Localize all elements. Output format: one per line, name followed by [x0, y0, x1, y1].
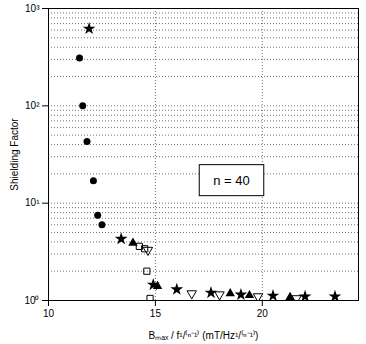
svg-text:10: 10 — [43, 308, 55, 319]
svg-text:10⁰: 10⁰ — [24, 295, 39, 306]
svg-text:20: 20 — [257, 308, 269, 319]
svg-text:10³: 10³ — [25, 3, 40, 14]
svg-text:n = 40: n = 40 — [213, 173, 250, 188]
svg-text:15: 15 — [150, 308, 162, 319]
svg-text:Shielding Factor: Shielding Factor — [9, 118, 20, 191]
svg-text:10¹: 10¹ — [25, 197, 40, 208]
svg-text:Bₘₐₓ / f¹/⁽ⁿ⁻¹⁾ (mT/Hz¹/⁽ⁿ⁻¹⁾): Bₘₐₓ / f¹/⁽ⁿ⁻¹⁾ (mT/Hz¹/⁽ⁿ⁻¹⁾) — [149, 329, 259, 341]
svg-text:10²: 10² — [25, 100, 40, 111]
